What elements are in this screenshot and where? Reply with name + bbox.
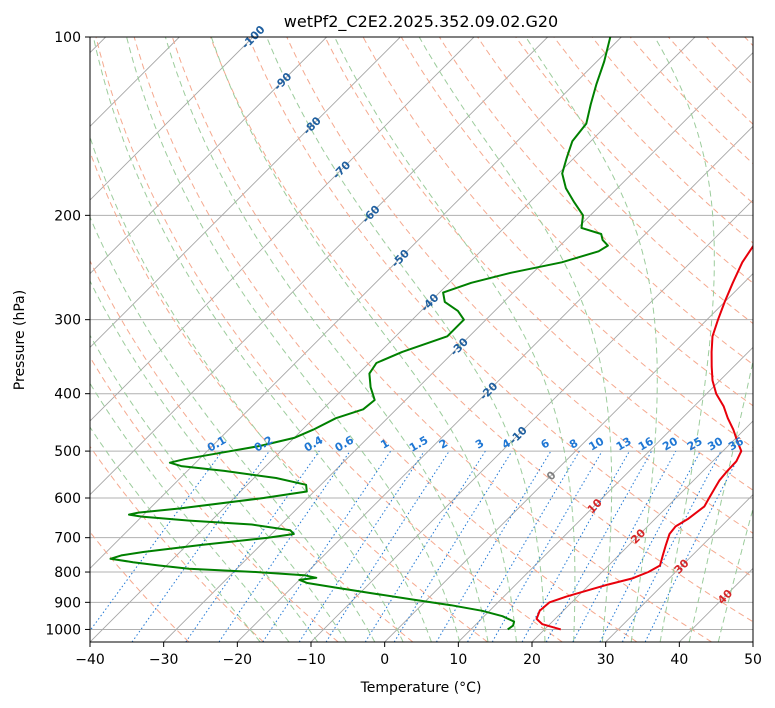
dry-adiabat-line	[90, 259, 414, 642]
y-axis-label: Pressure (hPa)	[12, 290, 28, 390]
moist-adiabat-line	[688, 358, 753, 642]
moist-adiabat-line	[525, 37, 658, 642]
y-tick-label: 900	[54, 595, 81, 611]
isotherm-line	[384, 273, 753, 642]
y-tick-label: 300	[54, 313, 81, 329]
isotherm-line	[90, 37, 622, 569]
y-tick-label: 800	[54, 565, 81, 581]
moist-adiabat-line	[90, 334, 319, 642]
x-tick-label: −20	[223, 652, 253, 668]
moist-adiabat-line	[266, 37, 546, 642]
dewpoint-line	[109, 37, 612, 631]
y-tick-label: 600	[54, 491, 81, 507]
isotherm-line	[90, 37, 548, 496]
isotherm-line	[90, 37, 475, 422]
y-tick-label: 700	[54, 531, 81, 547]
isotherm-line	[237, 125, 753, 642]
dry-adiabat-line	[629, 37, 753, 165]
x-tick-label: 10	[449, 652, 467, 668]
x-tick-label: 30	[597, 652, 615, 668]
dry-adiabat-line	[210, 37, 753, 623]
temperature-line	[535, 244, 753, 631]
moist-adiabat-line	[210, 37, 517, 642]
x-tick-label: 20	[523, 652, 541, 668]
isotherm-line	[605, 494, 753, 642]
dry-adiabat-line	[133, 37, 638, 642]
mixing-ratio-line	[131, 450, 270, 642]
x-tick-label: 0	[380, 652, 389, 668]
moist-adiabat-line	[717, 506, 753, 642]
isotherm-line	[90, 37, 401, 348]
y-tick-label: 500	[54, 444, 81, 460]
dry-adiabat-line	[171, 37, 712, 642]
dry-adiabat-line	[248, 37, 753, 578]
dry-adiabat-line	[362, 37, 753, 449]
mixing-ratio-line	[644, 450, 743, 642]
dry-adiabat-line	[324, 37, 753, 491]
x-tick-label: −10	[296, 652, 326, 668]
dry-adiabat-line	[515, 37, 753, 284]
isotherm-line	[531, 420, 753, 642]
mixing-ratio-line	[262, 450, 392, 642]
mixing-ratio-line	[218, 450, 351, 642]
moist-adiabat-line	[164, 37, 489, 642]
isotherm-line	[163, 52, 753, 642]
isotherm-line	[90, 37, 327, 275]
mixing-ratio-line	[298, 450, 425, 642]
isotherm-line	[90, 37, 254, 201]
y-tick-label: 200	[54, 208, 81, 224]
mixing-ratio-line	[185, 450, 320, 642]
isotherm-line	[458, 346, 753, 642]
y-tick-label: 1000	[45, 622, 81, 638]
dry-adiabat-line	[95, 37, 563, 642]
moist-adiabat-line	[418, 37, 613, 642]
x-tick-label: −40	[75, 652, 105, 668]
mixing-ratio-line	[325, 450, 450, 642]
chart-title: wetPf2_C2E2.2025.352.09.02.G20	[284, 12, 558, 32]
moist-adiabat-line	[126, 37, 461, 642]
moist-adiabat-line	[654, 37, 715, 642]
dry-adiabat-line	[591, 37, 753, 204]
x-tick-label: −30	[149, 652, 179, 668]
moist-adiabat-line	[90, 426, 261, 642]
mixing-ratio-line	[572, 450, 677, 642]
y-tick-label: 100	[54, 30, 81, 46]
mixing-ratio-line	[521, 450, 630, 642]
isotherm-line	[90, 37, 696, 642]
moist-adiabat-line	[334, 37, 576, 642]
mixing-ratio-line	[545, 450, 653, 642]
mixing-ratio-line	[393, 450, 513, 642]
dry-adiabat-line	[477, 37, 753, 325]
dry-adiabat-line	[400, 37, 753, 407]
moist-adiabat-line	[90, 382, 290, 642]
moist-adiabat-line	[90, 135, 404, 642]
plot-frame	[89, 36, 754, 643]
y-tick-label: 400	[54, 387, 81, 403]
moist-adiabat-line	[90, 215, 376, 642]
x-axis-label: Temperature (°C)	[360, 680, 482, 696]
x-tick-label: 50	[744, 652, 762, 668]
dry-adiabat-line	[90, 445, 264, 642]
x-tick-label: 40	[670, 652, 688, 668]
